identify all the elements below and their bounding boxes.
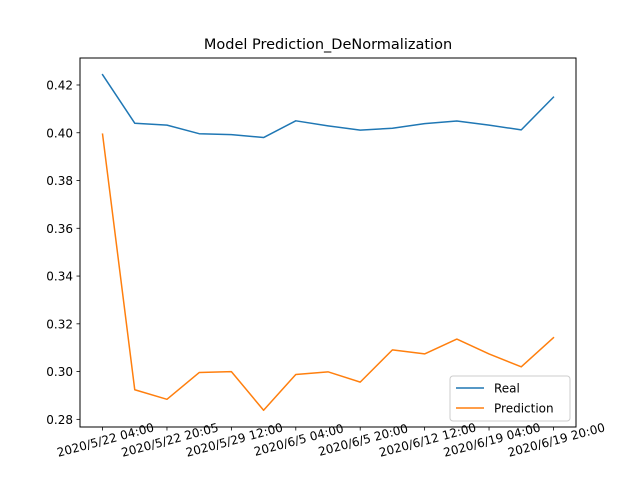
- y-tick-label: 0.30: [46, 365, 73, 379]
- series-line-prediction: [101, 133, 555, 412]
- y-axis: 0.28 0.30 0.32 0.34 0.36 0.38 0.40 0.42: [46, 78, 80, 427]
- legend: Real Prediction: [449, 375, 571, 422]
- chart-title: Model Prediction_DeNormalization: [204, 37, 452, 53]
- y-tick-label: 0.34: [46, 270, 73, 284]
- y-tick-label: 0.40: [46, 126, 73, 140]
- y-tick-label: 0.32: [46, 317, 73, 331]
- axes-frame: [79, 57, 577, 428]
- y-tick-label: 0.36: [46, 222, 73, 236]
- y-tick-label: 0.42: [46, 78, 73, 92]
- y-tick-label: 0.28: [46, 413, 73, 427]
- legend-label: Prediction: [494, 402, 554, 416]
- series-line-real: [101, 73, 555, 139]
- y-tick-label: 0.38: [46, 174, 73, 188]
- plot-area: [101, 73, 555, 412]
- legend-label: Real: [494, 382, 520, 396]
